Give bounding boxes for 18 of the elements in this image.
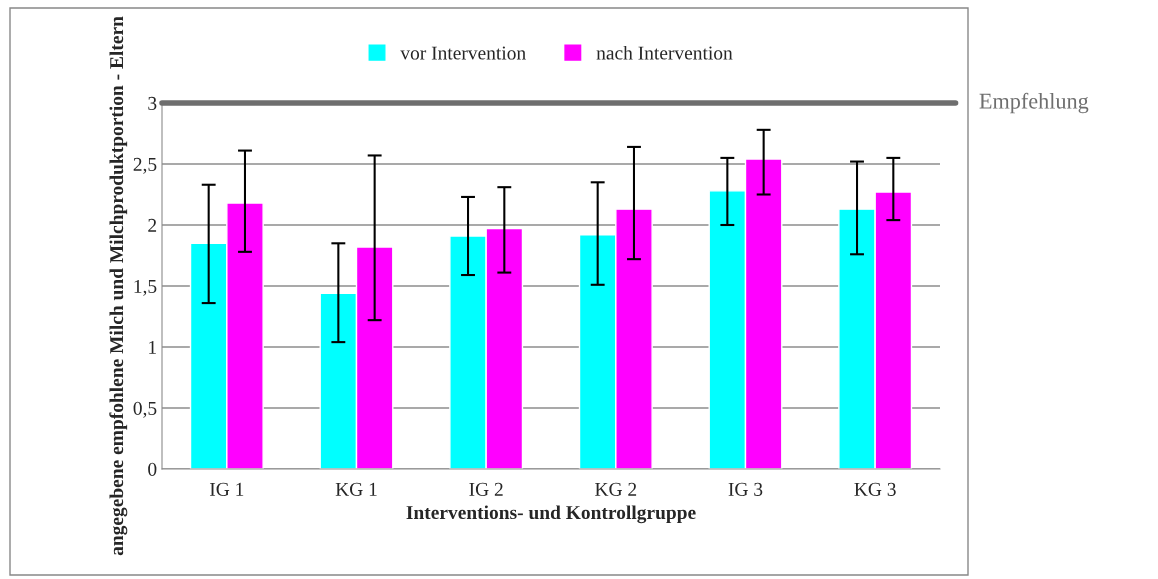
legend-label: nach Intervention — [596, 45, 733, 60]
y-axis-title: angegebene empfohlene Milch und Milchproduktportion - Eltern — [109, 16, 128, 556]
y-tick-label: 3 — [148, 96, 157, 110]
y-tick-label: 0,5 — [133, 401, 157, 418]
x-tick-label: IG 3 — [728, 482, 763, 496]
ref-line-label: Empfehlung — [979, 92, 1089, 114]
y-tick-label: 2,5 — [133, 157, 157, 174]
legend-label: vor Intervention — [400, 46, 526, 60]
x-tick-label: KG 1 — [335, 482, 377, 496]
x-tick-label: IG 1 — [209, 482, 244, 496]
x-tick-label: KG 3 — [854, 482, 896, 496]
x-tick-label: IG 2 — [469, 482, 503, 496]
x-axis-title: Interventions- und Kontrollgruppe — [406, 505, 696, 524]
y-tick-label: 0 — [148, 462, 157, 476]
x-tick-label: KG 2 — [595, 482, 637, 496]
y-tick-label: 1 — [149, 340, 156, 354]
y-tick-label: 1,5 — [134, 279, 157, 296]
y-tick-label: 2 — [148, 218, 157, 232]
